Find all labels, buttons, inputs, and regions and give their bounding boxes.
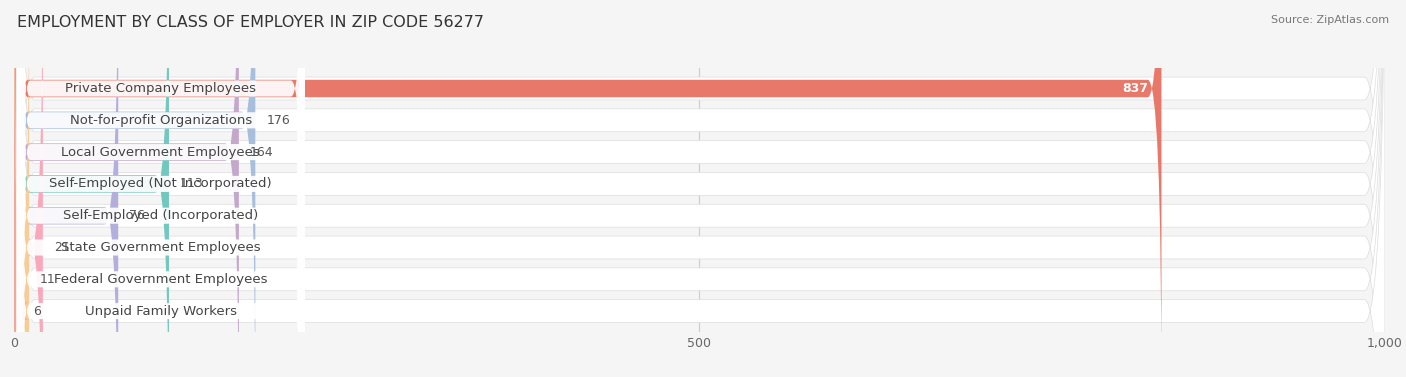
Text: Source: ZipAtlas.com: Source: ZipAtlas.com <box>1271 15 1389 25</box>
FancyBboxPatch shape <box>14 0 30 377</box>
FancyBboxPatch shape <box>17 0 305 377</box>
FancyBboxPatch shape <box>14 0 1385 377</box>
Text: 11: 11 <box>41 273 56 286</box>
FancyBboxPatch shape <box>17 1 305 377</box>
FancyBboxPatch shape <box>14 0 1385 377</box>
Text: 164: 164 <box>250 146 274 159</box>
FancyBboxPatch shape <box>14 0 1385 377</box>
FancyBboxPatch shape <box>17 0 305 377</box>
Text: Federal Government Employees: Federal Government Employees <box>53 273 267 286</box>
Text: 113: 113 <box>180 178 204 190</box>
Text: Unpaid Family Workers: Unpaid Family Workers <box>84 305 236 317</box>
FancyBboxPatch shape <box>17 0 305 377</box>
Text: 176: 176 <box>266 114 290 127</box>
Text: 76: 76 <box>129 209 145 222</box>
Text: Local Government Employees: Local Government Employees <box>62 146 260 159</box>
Text: State Government Employees: State Government Employees <box>60 241 260 254</box>
FancyBboxPatch shape <box>14 0 1385 377</box>
Text: 21: 21 <box>53 241 69 254</box>
Text: Not-for-profit Organizations: Not-for-profit Organizations <box>70 114 252 127</box>
FancyBboxPatch shape <box>14 0 256 377</box>
FancyBboxPatch shape <box>14 0 1161 377</box>
FancyBboxPatch shape <box>14 0 42 377</box>
FancyBboxPatch shape <box>14 0 1385 377</box>
FancyBboxPatch shape <box>8 2 28 377</box>
FancyBboxPatch shape <box>17 0 305 377</box>
Text: Private Company Employees: Private Company Employees <box>65 82 256 95</box>
Text: 837: 837 <box>1122 82 1147 95</box>
FancyBboxPatch shape <box>14 0 169 377</box>
FancyBboxPatch shape <box>17 0 305 377</box>
Text: 6: 6 <box>34 305 41 317</box>
FancyBboxPatch shape <box>14 0 1385 377</box>
FancyBboxPatch shape <box>14 0 239 377</box>
FancyBboxPatch shape <box>14 0 118 377</box>
Text: Self-Employed (Not Incorporated): Self-Employed (Not Incorporated) <box>49 178 271 190</box>
FancyBboxPatch shape <box>14 0 1385 377</box>
FancyBboxPatch shape <box>17 0 305 377</box>
Text: Self-Employed (Incorporated): Self-Employed (Incorporated) <box>63 209 259 222</box>
FancyBboxPatch shape <box>14 0 1385 377</box>
Text: EMPLOYMENT BY CLASS OF EMPLOYER IN ZIP CODE 56277: EMPLOYMENT BY CLASS OF EMPLOYER IN ZIP C… <box>17 15 484 30</box>
FancyBboxPatch shape <box>17 0 305 377</box>
